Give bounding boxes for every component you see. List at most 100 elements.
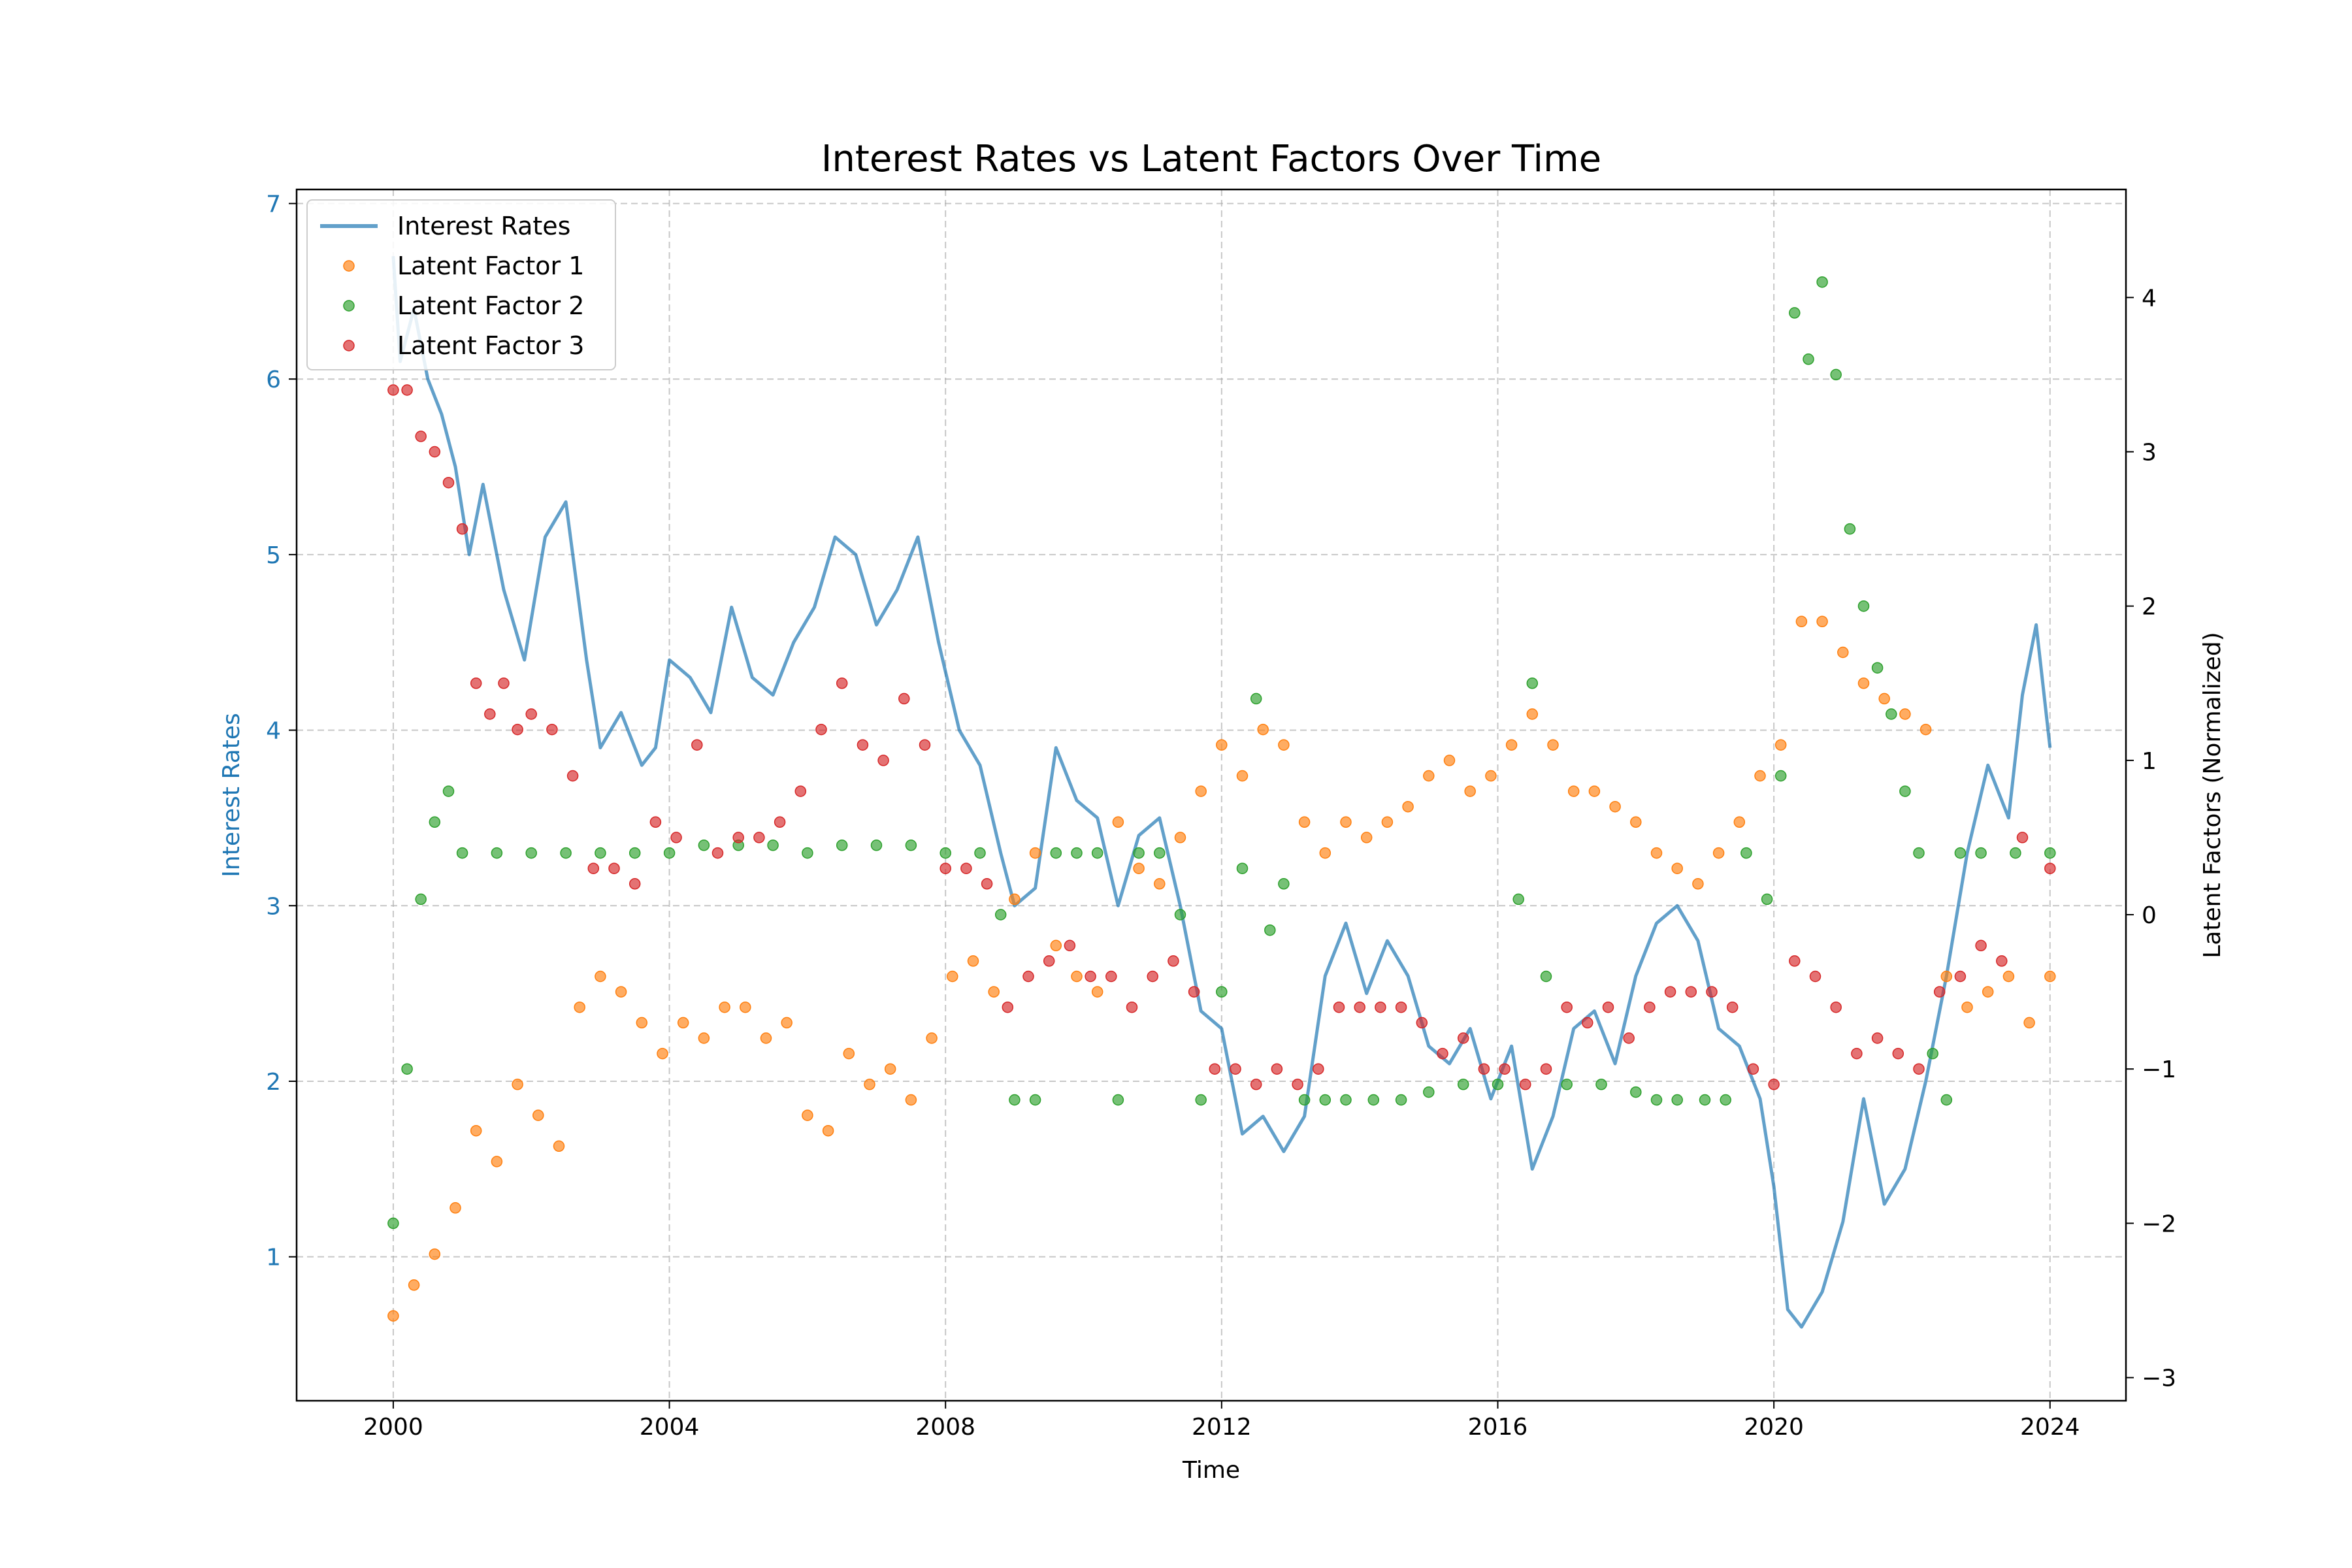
data-point xyxy=(939,847,951,859)
data-point xyxy=(1264,924,1276,936)
data-point xyxy=(636,1017,648,1029)
data-point xyxy=(802,1109,813,1121)
data-point xyxy=(1954,970,1967,983)
data-point xyxy=(1147,970,1158,983)
data-point xyxy=(2044,970,2056,983)
data-point xyxy=(1126,1001,1138,1013)
data-point xyxy=(415,893,427,906)
data-point xyxy=(1395,1001,1407,1013)
data-point xyxy=(974,847,986,859)
y-right-tick-label: 0 xyxy=(2142,902,2157,929)
data-point xyxy=(1720,1094,1731,1106)
y-right-tick-label: −2 xyxy=(2142,1211,2176,1237)
data-point xyxy=(1216,986,1228,998)
series-layer xyxy=(387,255,2056,1329)
y-right-tick-label: −1 xyxy=(2142,1056,2176,1083)
data-point xyxy=(1789,955,1801,967)
data-point xyxy=(1919,723,1932,736)
data-point xyxy=(1664,986,1676,998)
x-tick-label: 2020 xyxy=(1744,1414,1804,1441)
data-point xyxy=(1381,816,1394,828)
data-point xyxy=(1002,1001,1014,1013)
data-point xyxy=(456,847,468,859)
data-point xyxy=(649,816,662,828)
data-point xyxy=(836,840,848,851)
data-point xyxy=(1520,1079,1531,1090)
data-point xyxy=(498,678,510,689)
data-point xyxy=(1761,893,1773,906)
data-point xyxy=(926,1032,938,1044)
data-point xyxy=(546,723,558,736)
data-point xyxy=(1547,739,1559,751)
data-point xyxy=(553,1140,565,1152)
grid xyxy=(297,189,2126,1401)
data-point xyxy=(732,832,744,843)
x-axis: 2000 2004 2008 2012 2016 2020 2024 xyxy=(363,1401,2080,1441)
data-point xyxy=(615,986,627,998)
data-point xyxy=(1298,1094,1311,1106)
data-point xyxy=(1768,1079,1780,1090)
data-point xyxy=(1940,970,1953,983)
data-point xyxy=(1526,708,1539,720)
data-point xyxy=(1975,847,1987,859)
y-left-tick-label: 5 xyxy=(266,542,281,569)
data-point xyxy=(1360,832,1373,843)
x-tick-label: 2016 xyxy=(1468,1414,1528,1441)
data-point xyxy=(525,708,537,720)
data-point xyxy=(1457,1079,1469,1090)
data-point xyxy=(1650,1094,1663,1106)
data-point xyxy=(663,847,676,859)
data-point xyxy=(1754,770,1766,782)
data-point xyxy=(843,1047,855,1060)
data-point xyxy=(415,431,427,442)
data-point xyxy=(691,739,703,751)
data-point xyxy=(1319,1094,1331,1106)
y-right-tick-label: 1 xyxy=(2142,748,2157,775)
data-point xyxy=(1174,832,1186,843)
plot-frame xyxy=(295,188,2127,1402)
data-point xyxy=(2044,862,2056,874)
data-point xyxy=(960,862,972,874)
data-point xyxy=(822,1124,834,1137)
data-point xyxy=(587,862,600,874)
y-axis-left-title: Interest Rates xyxy=(218,713,245,877)
legend-marker-swatch xyxy=(343,340,355,351)
data-point xyxy=(1505,739,1518,751)
data-point xyxy=(740,1001,751,1013)
legend-label: Latent Factor 3 xyxy=(397,331,584,360)
data-point xyxy=(1996,955,2008,967)
data-point xyxy=(387,384,399,396)
series-4 xyxy=(387,384,2056,1090)
data-point xyxy=(1650,847,1663,859)
data-point xyxy=(857,739,869,751)
data-point xyxy=(1623,1032,1635,1044)
data-point xyxy=(1154,847,1166,859)
data-point xyxy=(1712,847,1725,859)
x-tick-label: 2000 xyxy=(363,1414,423,1441)
data-point xyxy=(1886,708,1897,720)
y-left-tick-label: 3 xyxy=(266,893,281,920)
data-point xyxy=(760,1032,772,1044)
data-point xyxy=(1278,878,1290,890)
legend-label: Latent Factor 2 xyxy=(397,291,584,320)
data-point xyxy=(1375,1001,1386,1013)
data-point xyxy=(905,840,917,851)
y-axis-right: −3 −2 −1 0 1 2 3 4 xyxy=(2126,285,2176,1392)
data-point xyxy=(1499,1063,1511,1075)
data-point xyxy=(657,1047,668,1060)
data-point xyxy=(401,384,413,396)
data-point xyxy=(1423,1086,1435,1098)
data-point xyxy=(1112,816,1124,828)
data-point xyxy=(719,1001,730,1013)
data-point xyxy=(1298,816,1311,828)
data-point xyxy=(1319,847,1331,859)
data-point xyxy=(815,723,827,736)
data-point xyxy=(456,523,468,535)
data-point xyxy=(1913,847,1925,859)
data-point xyxy=(1961,1001,1973,1013)
data-point xyxy=(1671,862,1683,874)
data-point xyxy=(2010,847,2021,859)
data-point xyxy=(1892,1047,1904,1060)
y-right-tick-label: 4 xyxy=(2142,285,2157,312)
data-point xyxy=(870,840,883,851)
